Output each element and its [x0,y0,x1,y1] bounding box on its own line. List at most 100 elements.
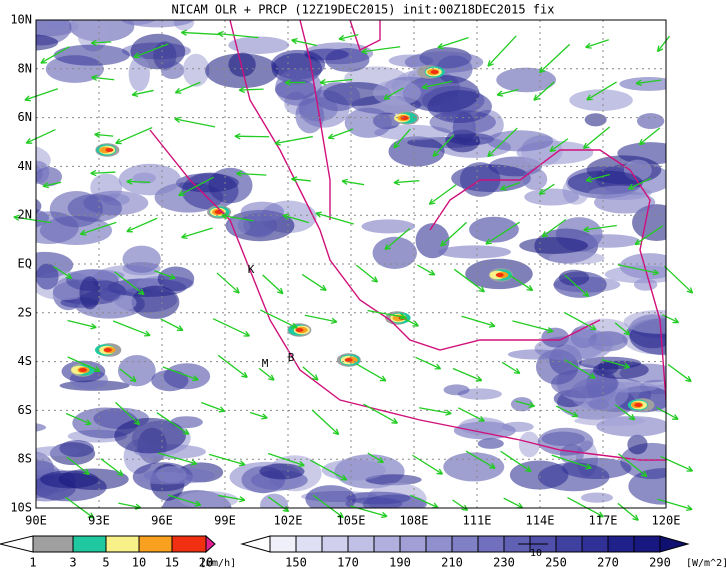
cloud [617,142,683,164]
cloud [119,164,181,196]
lat-label: EQ [18,257,32,271]
legend-label: 170 [337,556,359,570]
cloud [637,113,664,129]
wind-arrowhead [261,418,267,419]
cloud [619,77,678,91]
wind-arrowhead [195,505,201,506]
cloud [0,370,37,383]
legend-cap [0,536,33,552]
legend-label: 210 [441,556,463,570]
cloud [581,493,613,503]
lat-label: 2N [18,208,32,222]
wind-arrowhead [514,373,520,374]
cloud [538,463,609,492]
cloud [114,418,186,454]
legend-swatch [296,536,322,552]
cloud [508,349,563,359]
legend-label: 270 [597,556,619,570]
cloud [259,463,304,479]
rain [104,348,112,352]
wind-arrowhead [381,516,387,517]
cloud [538,428,594,456]
wind-arrowhead [169,278,175,279]
wind-arrowhead [66,278,72,279]
rain [400,116,408,120]
legend-swatch [634,536,660,552]
cloud [0,275,19,297]
cloud [593,361,649,379]
cloud [0,225,20,253]
wind-arrowhead [489,468,495,469]
cloud [627,435,647,455]
legend-swatch [348,536,374,552]
cloud [628,468,697,504]
wind-arrowhead [328,138,334,139]
legend-label: 3 [69,556,76,570]
cloud [205,53,278,88]
wind-arrowhead [298,466,304,467]
cloud [322,459,386,480]
lat-label: 10N [10,13,32,27]
lat-label: 4N [18,159,32,173]
cloud [524,188,579,205]
wind-arrowhead [80,234,86,235]
lat-label: 8N [18,61,32,75]
legend-swatch [400,536,426,552]
legend-swatch [106,536,139,552]
wind-arrowhead [182,237,188,238]
legend-label: 290 [649,556,671,570]
wind-arrowhead [183,433,189,434]
lat-label: 10S [10,501,32,515]
legend-label: 150 [285,556,307,570]
legend-label: 250 [545,556,567,570]
cloud [158,267,195,292]
legend-label: 190 [389,556,411,570]
cloud [519,237,588,254]
legend-cap [206,536,215,552]
lon-label: 90E [25,514,47,528]
lat-label: 4S [18,354,32,368]
legend-label: 10 [132,556,146,570]
cloud [129,56,150,91]
wind-arrowhead [586,47,592,48]
cloud [118,355,156,386]
legend-swatch [452,536,478,552]
rain [295,328,303,332]
cloud [389,136,445,166]
legend-label: 15 [165,556,179,570]
cloud [0,37,21,56]
wind-arrowhead [585,468,591,469]
rain [431,70,439,74]
cloud [1,34,58,51]
legend-swatch [582,536,608,552]
lon-label: 120E [652,514,681,528]
lon-label: 105E [337,514,366,528]
rain [105,148,113,152]
wind-arrowhead [219,411,225,412]
wind-arrowhead [377,462,383,463]
legend-unit: [W/m^2] [686,558,726,569]
wind-vector [668,365,691,382]
place-label: M [262,357,269,370]
legend-swatch [73,536,106,552]
legend-swatch [270,536,296,552]
legend-label: 5 [102,556,109,570]
cloud [123,246,161,273]
wind-vector [127,181,150,182]
wind-vector [235,136,269,137]
cloud [438,245,511,258]
cloud [346,492,410,505]
cloud [624,310,696,334]
lon-label: 96E [151,514,173,528]
wind-arrowhead [320,290,326,291]
cloud [443,452,504,481]
cloud [59,440,94,457]
legend-swatch [33,536,73,552]
legend-cap [660,536,688,552]
wind-arrowhead [501,189,507,190]
legend-swatch [172,536,206,552]
place-label: K [248,263,255,276]
cloud [54,45,130,66]
cloud [345,108,392,138]
